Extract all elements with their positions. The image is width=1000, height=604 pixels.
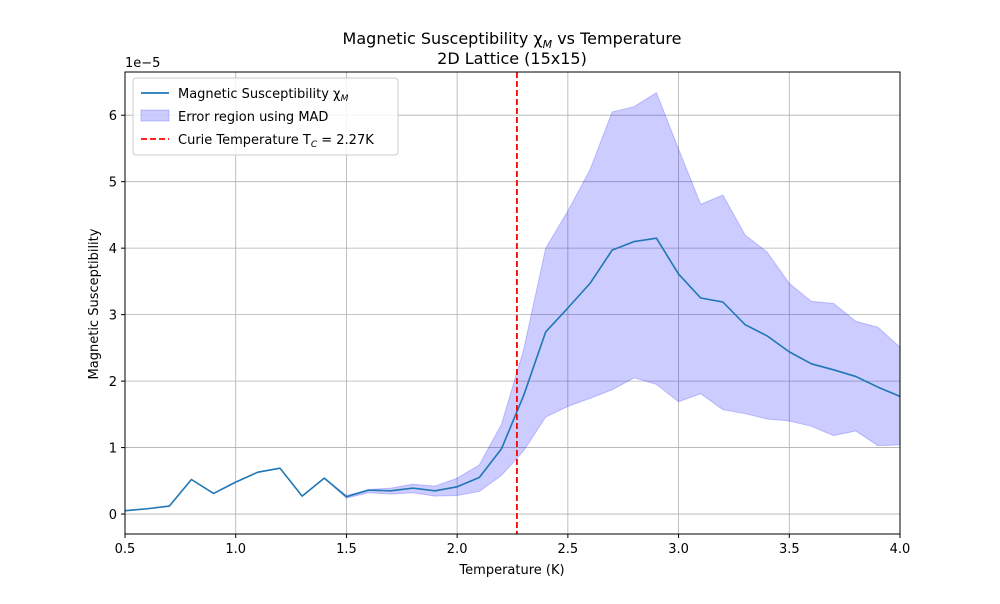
- x-tick-label: 4.0: [890, 542, 911, 557]
- legend-label-tail: = 2.27K: [317, 133, 374, 148]
- plot-frame: [124, 71, 901, 535]
- ticks-layer: 0.5 1.0 1.5 2.0 2.5 3.0 3.5 4.0 0 1 2 3 4 5 6: [109, 109, 911, 557]
- y-tick-label: 2: [109, 375, 117, 390]
- y-tick-label: 1: [109, 442, 117, 457]
- series-line-susceptibility: [124, 237, 901, 512]
- legend-label-subscript: C: [311, 140, 318, 150]
- x-tick-label: 1.0: [225, 542, 246, 557]
- chart-title: Magnetic Susceptibility χM vs Temperatur…: [343, 29, 682, 51]
- x-tick-label: 1.5: [336, 542, 357, 557]
- y-offset-label: 1e−5: [125, 56, 160, 71]
- x-axis-label: Temperature (K): [458, 563, 564, 578]
- legend-label: Curie Temperature TC = 2.27K: [178, 133, 374, 150]
- y-tick-label: 4: [109, 242, 117, 257]
- legend: Magnetic Susceptibility χM Error region u…: [132, 77, 399, 156]
- chart-title-end: vs Temperature: [552, 29, 681, 48]
- legend-label: Error region using MAD: [178, 110, 328, 125]
- legend-label: Magnetic Susceptibility χM: [178, 87, 349, 104]
- y-tick-label: 5: [109, 176, 117, 191]
- legend-label-main: Magnetic Susceptibility χ: [178, 87, 341, 102]
- x-tick-label: 2.0: [447, 542, 468, 557]
- chart-title-main: Magnetic Susceptibility χ: [343, 29, 543, 48]
- series-line-layer: [124, 237, 901, 512]
- legend-swatch-band: [140, 109, 170, 122]
- legend-label-main: Error region using MAD: [178, 110, 328, 125]
- y-tick-label: 3: [109, 309, 117, 324]
- axes-layer: [124, 71, 901, 535]
- y-tick-label: 0: [109, 508, 117, 523]
- legend-label-subscript: M: [341, 94, 349, 104]
- x-tick-label: 3.0: [668, 542, 689, 557]
- y-tick-label: 6: [109, 109, 117, 124]
- x-tick-label: 2.5: [558, 542, 579, 557]
- chart-title-subscript: M: [543, 38, 553, 51]
- chart-subtitle: 2D Lattice (15x15): [437, 49, 587, 68]
- grid-layer: [124, 72, 901, 534]
- x-tick-label: 0.5: [115, 542, 136, 557]
- legend-box: [132, 77, 399, 156]
- x-tick-label: 3.5: [779, 542, 800, 557]
- legend-label-main: Curie Temperature T: [178, 133, 311, 148]
- y-axis-label: Magnetic Susceptibility: [87, 228, 102, 379]
